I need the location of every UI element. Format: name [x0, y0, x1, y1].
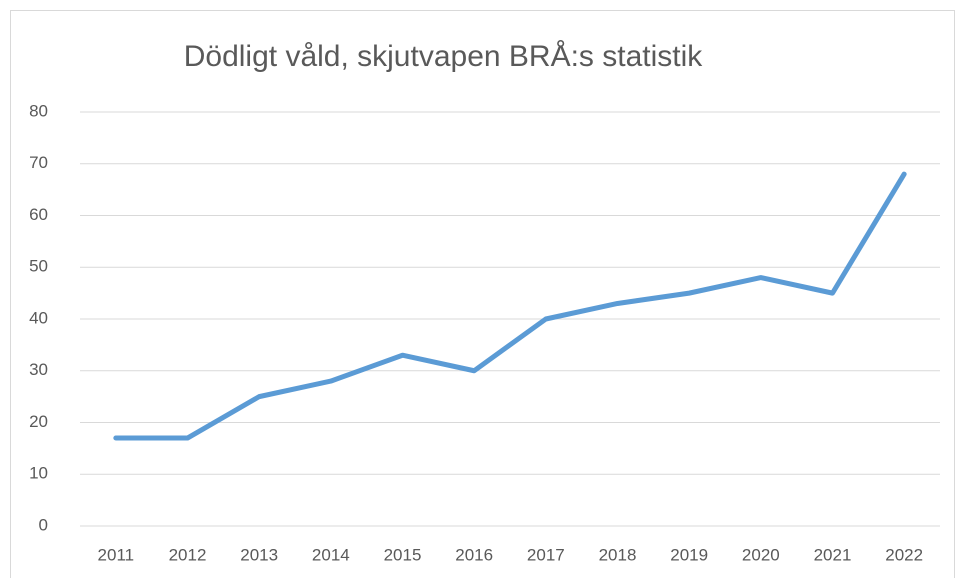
chart-frame: [10, 10, 955, 578]
x-tick-label: 2011: [98, 545, 135, 564]
y-tick-label: 70: [29, 153, 48, 172]
y-tick-label: 40: [29, 308, 48, 327]
y-tick-label: 50: [29, 257, 48, 276]
x-tick-label: 2016: [455, 545, 493, 564]
y-tick-label: 30: [29, 360, 48, 379]
data-line: [113, 171, 907, 441]
x-tick-label: 2014: [312, 545, 350, 564]
y-tick-label: 20: [29, 412, 48, 431]
x-tick-label: 2013: [240, 545, 278, 564]
x-tick-label: 2021: [814, 545, 852, 564]
x-tick-label: 2018: [599, 545, 637, 564]
y-tick-label: 60: [29, 205, 48, 224]
x-tick-label: 2012: [169, 545, 207, 564]
x-tick-label: 2017: [527, 545, 565, 564]
y-tick-label: 0: [39, 515, 48, 534]
y-tick-label: 10: [29, 464, 48, 483]
chart-title: Dödligt våld, skjutvapen BRÅ:s statistik: [184, 40, 704, 73]
x-tick-label: 2019: [670, 545, 708, 564]
x-tick-label: 2015: [384, 545, 422, 564]
y-tick-label: 80: [29, 101, 48, 120]
x-tick-label: 2022: [885, 545, 923, 564]
x-tick-label: 2020: [742, 545, 780, 564]
